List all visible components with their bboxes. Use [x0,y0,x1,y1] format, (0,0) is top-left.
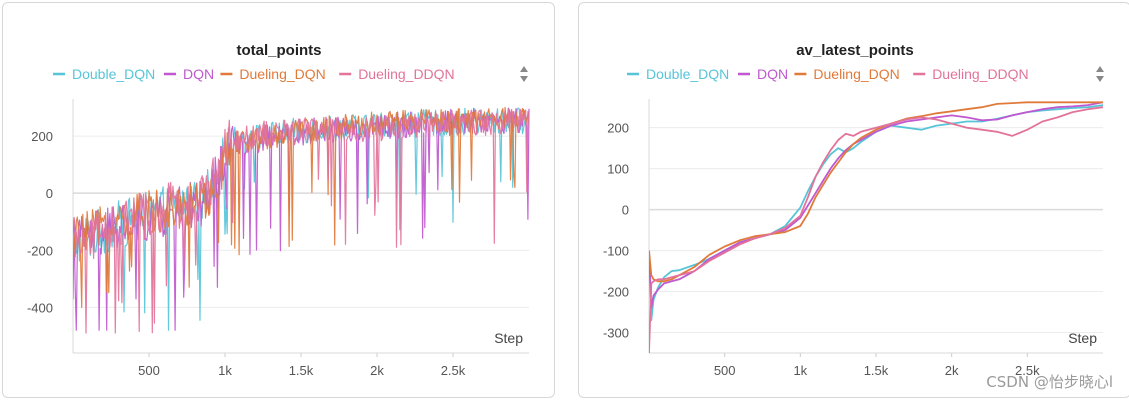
chart-panel-total-points: total_points Double_DQN DQN Dueling_DQN Duel… [2,2,555,398]
y-tick-label: 0 [46,186,53,201]
x-tick-label: 2k [370,363,384,378]
x-tick-label: 2.5k [1015,363,1040,378]
y-tick-label: 200 [607,121,629,136]
series-line-DQN [649,101,1104,309]
chart-svg: av_latest_points Double_DQN DQN Dueling_DQN… [603,42,1104,378]
y-tick-label: -200 [603,285,629,300]
x-tick-label: 500 [714,363,736,378]
series-line-Dueling_DDQN [73,108,530,334]
y-tick-label: -200 [27,243,53,258]
y-tick-label: 0 [622,203,629,218]
y-tick-label: 100 [607,162,629,177]
legend-label[interactable]: DQN [183,66,214,82]
legend-label[interactable]: Dueling_DQN [239,66,325,82]
y-tick-label: 200 [31,129,53,144]
chart-svg: total_points Double_DQN DQN Dueling_DQN Duel… [27,42,530,378]
y-tick-label: -300 [603,326,629,341]
x-tick-label: 1k [218,363,232,378]
x-tick-label: 2.5k [441,363,466,378]
series-line-Dueling_DQN [73,106,530,308]
series-line-Double_DQN [649,104,1104,322]
chart-title: av_latest_points [796,42,914,59]
y-tick-label: -100 [603,244,629,259]
chart-legend: Double_DQN DQN Dueling_DQN Dueling_DDQN [53,66,455,82]
x-tick-label: 1.5k [289,363,314,378]
legend-label[interactable]: Double_DQN [646,66,729,82]
legend-label[interactable]: Dueling_DDQN [932,66,1028,82]
legend-label[interactable]: Dueling_DDQN [358,66,454,82]
chart-legend: Double_DQN DQN Dueling_DQN Dueling_DDQN [627,66,1029,82]
series-line-Dueling_DDQN [649,106,1104,353]
x-tick-label: 1.5k [864,363,889,378]
y-tick-label: -400 [27,300,53,315]
x-tick-label: 2k [945,363,959,378]
x-axis-label: Step [1068,330,1097,346]
x-tick-label: 500 [138,363,160,378]
legend-label[interactable]: Dueling_DQN [813,66,899,82]
x-tick-label: 1k [793,363,807,378]
chart-panel-av-latest-points: av_latest_points Double_DQN DQN Dueling_DQN… [578,2,1129,398]
x-axis-label: Step [494,330,523,346]
plot-area [73,106,530,334]
legend-scroll-icon[interactable] [1096,66,1104,82]
plot-area [649,101,1104,353]
legend-label[interactable]: Double_DQN [72,66,155,82]
watermark: CSDN @怡步晓心l [986,373,1113,391]
legend-scroll-icon[interactable] [520,66,528,82]
series-line-Dueling_DQN [649,101,1103,283]
chart-title: total_points [237,42,322,59]
legend-label[interactable]: DQN [757,66,788,82]
